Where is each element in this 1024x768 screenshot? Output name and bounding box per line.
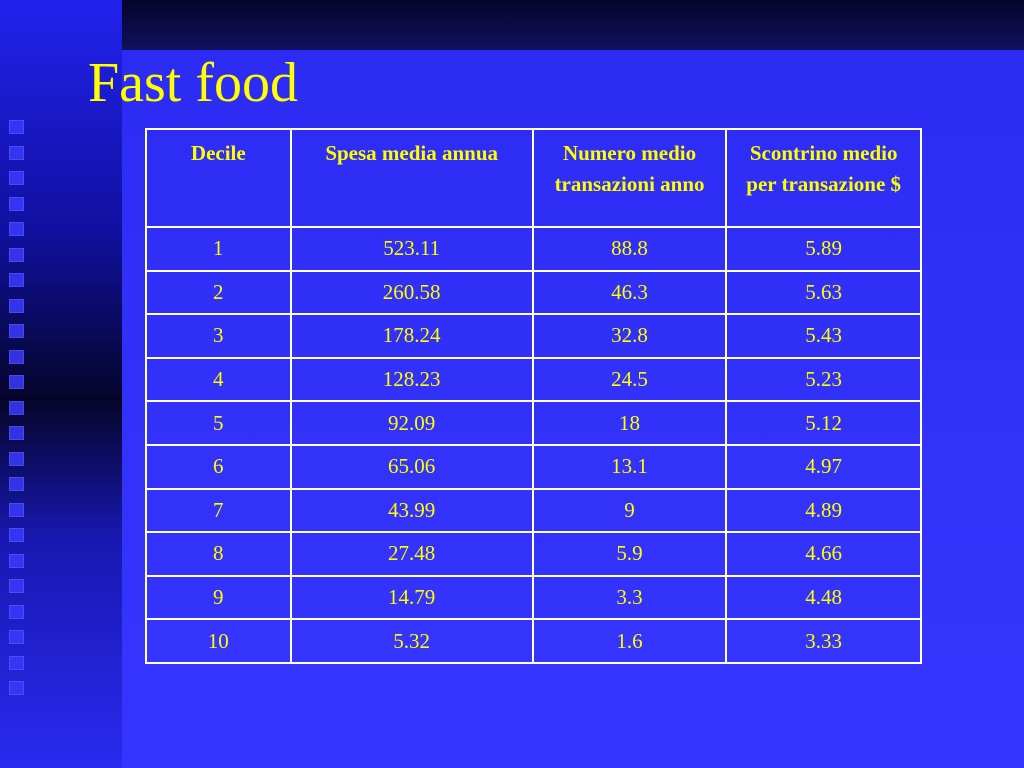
table-cell: 2 [145,269,292,316]
table-cell: 178.24 [289,313,534,359]
table-cell: 5.23 [725,356,922,403]
table-cell: 4.89 [725,487,922,534]
table-row: 4 128.23 24.5 5.23 [145,356,922,403]
header-cell: Spesa media annua [289,128,534,228]
table-cell: 523.11 [289,226,534,272]
table-cell: 3.3 [531,574,728,621]
decor-square [9,655,24,670]
table-cell: 10 [145,618,292,664]
decor-square [9,553,24,568]
table-cell: 5.12 [725,400,922,446]
decor-square [9,349,24,364]
top-band [122,0,1024,50]
table-cell: 5.43 [725,313,922,359]
table-cell: 24.5 [531,356,728,403]
table-cell: 27.48 [289,531,534,577]
table-cell: 1 [145,226,292,272]
decor-square [9,681,24,695]
left-strip [0,0,122,768]
table-cell: 260.58 [289,269,534,316]
table-cell: 9 [145,574,292,621]
table-cell: 9 [531,487,728,534]
table-cell: 3.33 [725,618,922,664]
table-cell: 92.09 [289,400,534,446]
decor-square [9,426,24,440]
decor-square [9,579,24,593]
decor-square [9,400,24,415]
table-cell: 6 [145,443,292,490]
table-cell: 4 [145,356,292,403]
table-row: 6 65.06 13.1 4.97 [145,443,922,490]
table-body: 1 523.11 88.8 5.89 2 260.58 46.3 5.63 3 178.24 32.… [145,226,922,664]
table-cell: 4.97 [725,443,922,490]
decor-square [9,375,24,389]
table-row: 3 178.24 32.8 5.43 [145,313,922,359]
decor-square [9,196,24,211]
table-cell: 5.89 [725,226,922,272]
slide-title: Fast food [88,52,298,114]
decor-square [9,477,24,491]
table-cell: 4.66 [725,531,922,577]
decor-square [9,222,24,236]
table-row: 2 260.58 46.3 5.63 [145,269,922,316]
table-cell: 46.3 [531,269,728,316]
decor-square [9,120,24,134]
table-row: 10 5.32 1.6 3.33 [145,618,922,664]
header-cell: Decile [145,128,292,228]
table-cell: 5.32 [289,618,534,664]
header-cell: Numero medio transazioni anno [531,128,728,228]
table-cell: 8 [145,531,292,577]
table-row: 1 523.11 88.8 5.89 [145,226,922,272]
decor-square [9,145,24,160]
table-cell: 43.99 [289,487,534,534]
table-cell: 4.48 [725,574,922,621]
decor-square [9,528,24,542]
table-cell: 7 [145,487,292,534]
table-row: 5 92.09 18 5.12 [145,400,922,446]
decor-square [9,451,24,466]
decor-square [9,324,24,338]
decor-square [9,630,24,644]
decor-square [9,502,24,517]
table-cell: 1.6 [531,618,728,664]
table-cell: 5.9 [531,531,728,577]
table-cell: 128.23 [289,356,534,403]
table-cell: 65.06 [289,443,534,490]
decor-square [9,247,24,262]
decor-square [9,171,24,185]
decor-square [9,298,24,313]
decor-square [9,604,24,619]
table-row: 7 43.99 9 4.89 [145,487,922,534]
table-cell: 32.8 [531,313,728,359]
header-cell: Scontrino medio per transazione $ [725,128,922,228]
table-cell: 13.1 [531,443,728,490]
header-row: Decile Spesa media annua Numero medio tran… [145,128,922,228]
table-row: 9 14.79 3.3 4.48 [145,574,922,621]
table-row: 8 27.48 5.9 4.66 [145,531,922,577]
table-cell: 3 [145,313,292,359]
table-cell: 88.8 [531,226,728,272]
data-table: Decile Spesa media annua Numero medio tran… [145,128,922,664]
table-cell: 18 [531,400,728,446]
table-cell: 5 [145,400,292,446]
table-cell: 14.79 [289,574,534,621]
decor-square [9,273,24,287]
table-cell: 5.63 [725,269,922,316]
